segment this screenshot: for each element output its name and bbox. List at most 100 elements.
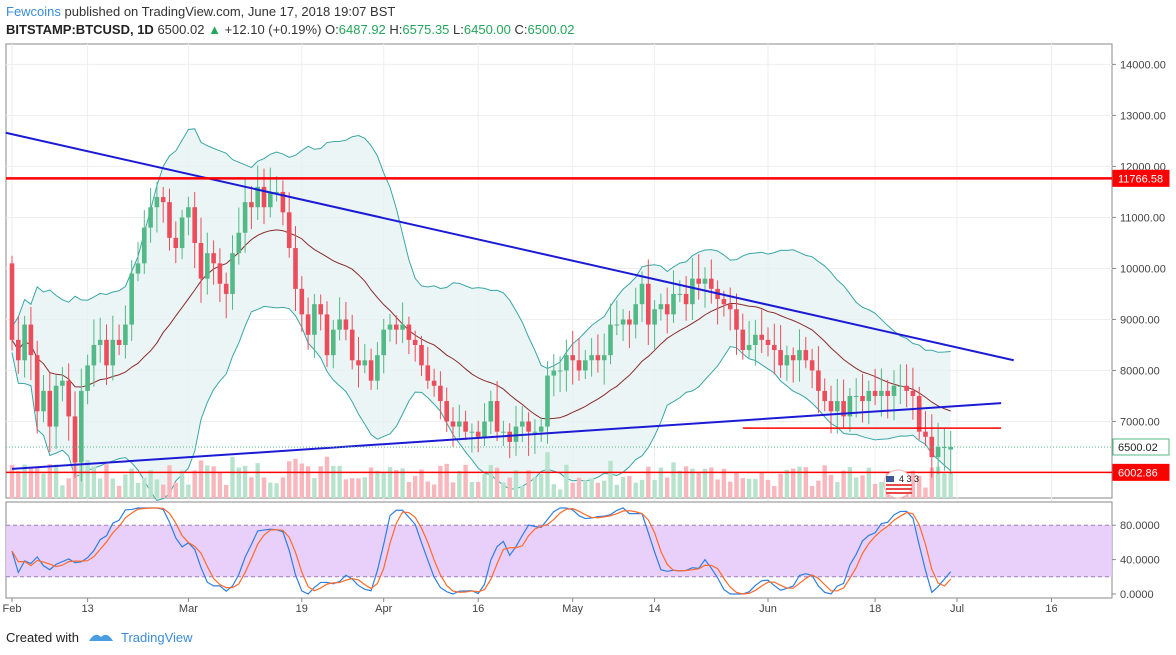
volume-bar	[280, 477, 286, 498]
candle-body	[53, 385, 59, 427]
volume-bar	[387, 466, 393, 498]
candle-body	[646, 283, 651, 325]
candle-body	[362, 360, 368, 366]
volume-bar	[230, 457, 235, 498]
price-badge-label: 11766.58	[1118, 173, 1163, 185]
candle-body	[261, 186, 267, 208]
drawn-lines	[5, 131, 1112, 474]
candle-body	[702, 278, 708, 284]
volume-bar	[173, 482, 178, 498]
change-value: +12.10 (+0.19%)	[224, 22, 322, 37]
volume-bar	[261, 477, 267, 498]
y-tick-label: 10000.00	[1120, 263, 1166, 275]
candle-body	[425, 365, 431, 381]
sma-line	[11, 229, 951, 420]
volume-bar	[268, 482, 273, 498]
volume-bar	[148, 470, 153, 498]
candle-body	[400, 324, 405, 330]
candle-body	[91, 344, 97, 366]
y-tick-label: 9000.00	[1120, 314, 1160, 326]
candle-body	[910, 390, 916, 396]
candle-body	[696, 278, 701, 284]
candle-body	[583, 360, 588, 371]
volume-bar	[709, 467, 714, 498]
candle-body	[627, 319, 632, 325]
candle-body	[475, 431, 481, 437]
volume-bar	[715, 479, 720, 498]
candle-body	[664, 304, 670, 315]
volume-bar	[161, 484, 166, 498]
candle-body	[375, 355, 380, 381]
candle-body	[526, 421, 531, 432]
candle-body	[683, 293, 689, 305]
candle-body	[236, 232, 242, 254]
candle-body	[853, 395, 859, 397]
volume-bar	[211, 466, 216, 498]
volume-bar	[116, 485, 122, 498]
volume-bar	[866, 467, 871, 498]
candle-body	[154, 197, 160, 208]
volume-bar	[186, 484, 191, 498]
x-tick-label: Jul	[950, 603, 964, 615]
volume-bar	[22, 464, 27, 498]
price-chart[interactable]: 14000.0013000.0012000.0011000.0010000.00…	[0, 38, 1176, 650]
publisher-name[interactable]: Fewcoins	[6, 4, 61, 19]
volume-bar	[167, 465, 172, 498]
price-axis[interactable]: 14000.0013000.0012000.0011000.0010000.00…	[1112, 59, 1170, 481]
candle-body	[772, 344, 777, 351]
volume-bar	[602, 480, 607, 498]
h-label: H:	[389, 22, 403, 37]
volume-bar	[274, 483, 279, 498]
volume-bar	[469, 482, 475, 498]
candle-body	[457, 421, 462, 427]
svg-text:4 3 3: 4 3 3	[899, 474, 919, 484]
volume-bar	[734, 471, 739, 498]
candles	[9, 165, 953, 482]
candle-body	[331, 329, 336, 356]
volume-bar	[513, 470, 519, 498]
x-tick-label: May	[562, 603, 583, 615]
candle-body	[129, 273, 134, 325]
candle-body	[110, 339, 116, 366]
price-badge-label: 6500.02	[1118, 442, 1158, 454]
y-tick-label: 14000.00	[1120, 59, 1166, 71]
x-tick-label: Mar	[179, 603, 198, 615]
volume-bar	[797, 466, 802, 498]
volume-bar	[539, 473, 544, 498]
volume-bar	[224, 484, 229, 498]
volume-bar	[532, 477, 538, 498]
volume-bar	[917, 475, 922, 498]
candle-body	[797, 350, 802, 361]
candle-body	[34, 355, 40, 412]
candle-body	[293, 248, 298, 289]
volume-bar	[677, 470, 682, 498]
volume-bar	[646, 466, 651, 498]
band-upper	[11, 128, 951, 370]
volume-bar	[318, 466, 323, 498]
candle-body	[885, 390, 890, 396]
volume-bar	[683, 466, 689, 498]
volume-bar	[255, 463, 260, 498]
candle-body	[564, 355, 569, 371]
candle-body	[671, 293, 676, 315]
volume-bar	[337, 465, 342, 498]
us-flag-watermark-icon: 4 3 3	[883, 469, 919, 499]
y-tick-label: 13000.00	[1120, 110, 1166, 122]
time-axis[interactable]: Feb 13 Mar 19 Apr 16 May 14 Jun 18 Jul 16	[3, 598, 1058, 615]
volume-bar	[343, 479, 349, 498]
l-value: 6450.00	[463, 22, 511, 37]
volume-bar	[728, 481, 733, 498]
candle-body	[595, 355, 601, 361]
candle-body	[223, 283, 229, 294]
volume-bar	[860, 475, 865, 498]
brand-label[interactable]: TradingView	[120, 629, 193, 645]
volume-bar	[104, 464, 109, 498]
candle-body	[816, 370, 821, 391]
candle-body	[753, 334, 758, 345]
volume-bar	[702, 468, 708, 498]
candle-body	[217, 263, 223, 284]
candle-body	[482, 421, 487, 437]
x-tick-label: Apr	[375, 603, 392, 615]
candle-body	[916, 395, 922, 432]
candle-body	[866, 390, 872, 402]
